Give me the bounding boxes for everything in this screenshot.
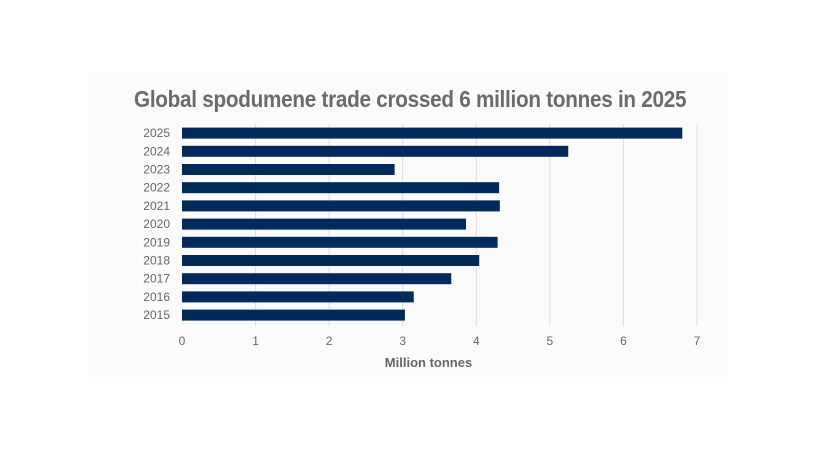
x-tick-label: 5 [547, 334, 554, 348]
x-tick-label: 2 [326, 334, 333, 348]
y-tick-label: 2023 [143, 163, 170, 177]
bar-2020 [182, 218, 466, 230]
y-tick-label: 2020 [143, 217, 170, 231]
x-tick-label: 3 [399, 334, 406, 348]
x-tick-label: 6 [620, 334, 627, 348]
bar-2018 [182, 255, 480, 266]
bar-2015 [182, 309, 405, 321]
x-tick-label: 0 [179, 334, 186, 348]
y-tick-label: 2015 [143, 308, 170, 322]
chart-title: Global spodumene trade crossed 6 million… [134, 86, 687, 112]
y-tick-label: 2024 [143, 144, 170, 158]
bar-2022 [182, 182, 500, 194]
x-axis-label: Million tonnes [385, 355, 472, 370]
y-tick-label: 2017 [143, 272, 170, 286]
bar-2021 [182, 200, 500, 212]
bar-2024 [182, 145, 569, 157]
y-tick-label: 2025 [143, 126, 170, 140]
y-tick-label: 2016 [143, 290, 170, 304]
bar-2016 [182, 291, 414, 303]
y-tick-label: 2018 [143, 254, 170, 268]
y-tick-label: 2022 [143, 181, 170, 195]
x-tick-label: 1 [252, 334, 259, 348]
x-tick-label: 4 [473, 334, 480, 348]
bar-2017 [182, 273, 452, 285]
bar-2019 [182, 236, 498, 248]
y-tick-label: 2019 [143, 235, 170, 249]
x-tick-label: 7 [694, 334, 701, 348]
bar-2025 [182, 127, 683, 139]
y-tick-label: 2021 [143, 199, 170, 213]
bar-2023 [182, 164, 395, 175]
